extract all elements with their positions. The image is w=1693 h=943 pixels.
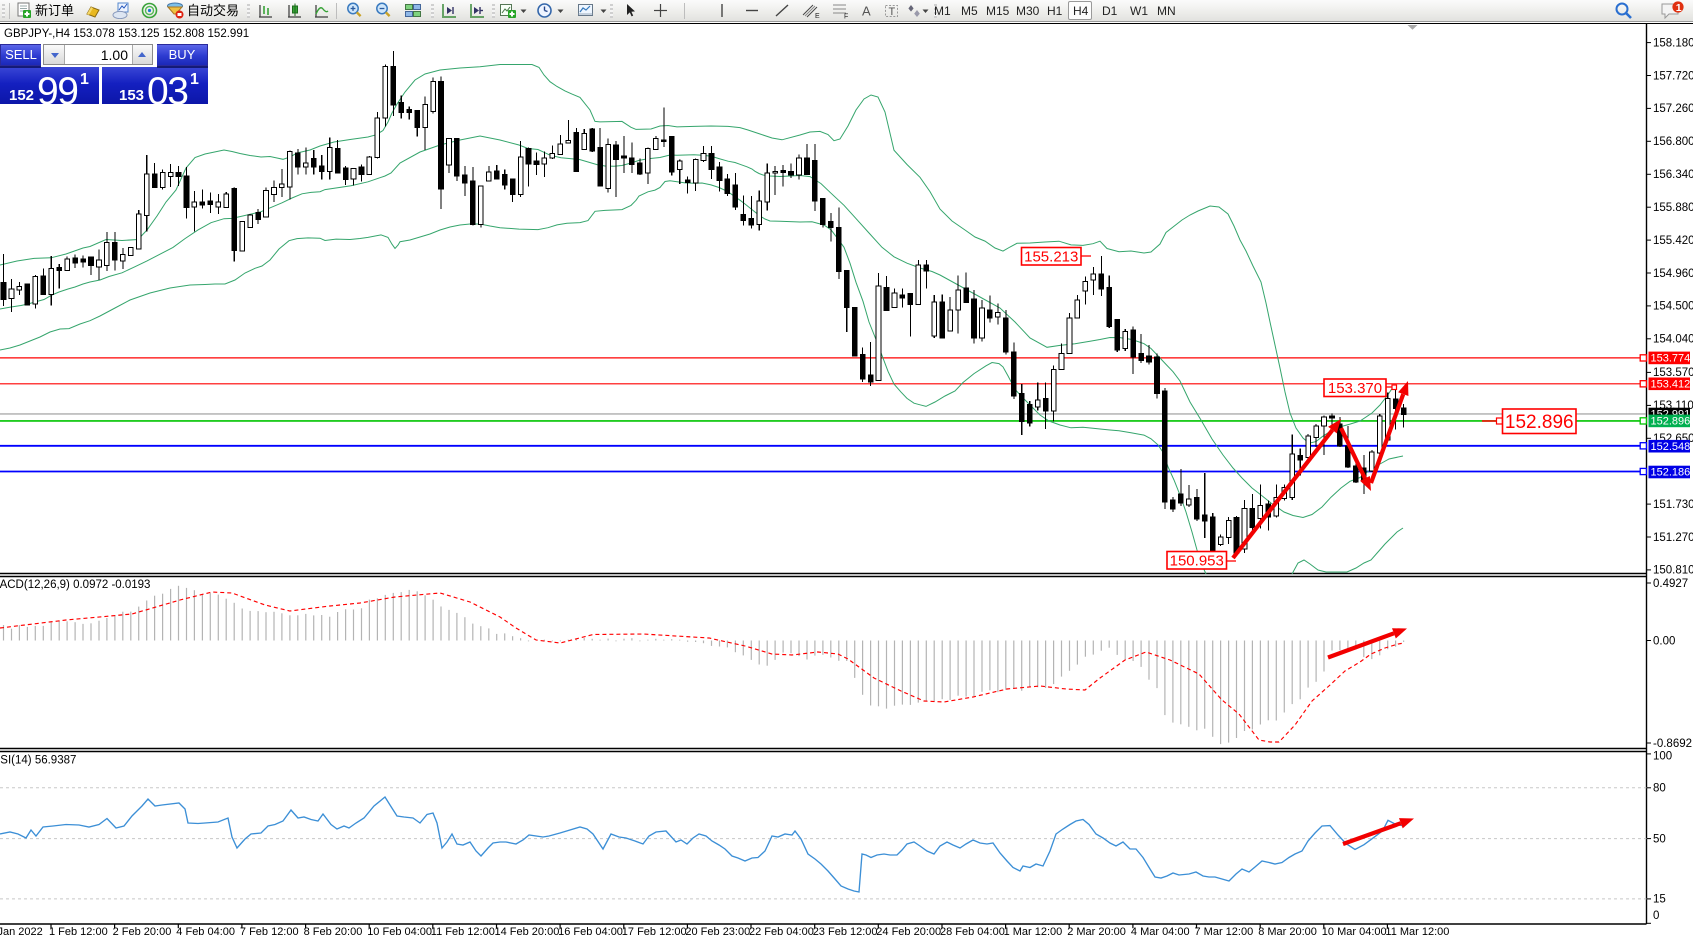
svg-text:157.260: 157.260	[1653, 103, 1693, 115]
svg-text:50: 50	[1653, 833, 1666, 845]
svg-text:155.213: 155.213	[1024, 249, 1078, 266]
svg-text:10 Mar 04:00: 10 Mar 04:00	[1322, 926, 1387, 938]
svg-text:7 Feb 12:00: 7 Feb 12:00	[240, 926, 299, 938]
svg-text:151.730: 151.730	[1653, 499, 1693, 511]
svg-text:11 Feb 12:00: 11 Feb 12:00	[431, 926, 495, 938]
svg-text:153.774: 153.774	[1651, 353, 1691, 365]
svg-text:100: 100	[1653, 751, 1672, 763]
svg-text:1: 1	[1676, 2, 1682, 14]
svg-text:GBPJPY-,H4 153.078 153.125 15: GBPJPY-,H4 153.078 153.125 152.808 152.9…	[4, 28, 249, 40]
svg-text:24 Feb 20:00: 24 Feb 20:00	[876, 926, 941, 938]
svg-text:MACD(12,26,9) 0.0972 -0.0193: MACD(12,26,9) 0.0972 -0.0193	[0, 579, 150, 591]
svg-text:0.00: 0.00	[1653, 635, 1675, 647]
svg-text:10 Feb 04:00: 10 Feb 04:00	[367, 926, 432, 938]
svg-text:153.370: 153.370	[1328, 380, 1382, 397]
svg-text:4 Feb 04:00: 4 Feb 04:00	[176, 926, 235, 938]
svg-text:154.040: 154.040	[1653, 334, 1693, 346]
svg-text:15: 15	[1653, 894, 1666, 906]
svg-text:152.548: 152.548	[1651, 441, 1691, 453]
svg-text:0.4927: 0.4927	[1653, 578, 1688, 590]
svg-text:153.412: 153.412	[1651, 379, 1691, 391]
svg-text:155.420: 155.420	[1653, 235, 1693, 247]
svg-text:F: F	[844, 14, 848, 20]
svg-text:158.180: 158.180	[1653, 37, 1693, 49]
svg-text:152.896: 152.896	[1651, 416, 1691, 428]
svg-text:1 Mar 12:00: 1 Mar 12:00	[1004, 926, 1063, 938]
svg-text:14 Feb 20:00: 14 Feb 20:00	[495, 926, 560, 938]
svg-text:156.340: 156.340	[1653, 169, 1693, 181]
svg-text:Jan 2022: Jan 2022	[0, 926, 43, 938]
svg-text:23 Feb 12:00: 23 Feb 12:00	[813, 926, 878, 938]
svg-text:20 Feb 23:00: 20 Feb 23:00	[685, 926, 750, 938]
svg-text:80: 80	[1653, 783, 1666, 795]
svg-text:-0.8692: -0.8692	[1653, 738, 1692, 750]
svg-text:11 Mar 12:00: 11 Mar 12:00	[1385, 926, 1449, 938]
svg-text:0: 0	[1653, 910, 1659, 922]
svg-text:8 Mar 20:00: 8 Mar 20:00	[1258, 926, 1317, 938]
svg-text:22 Feb 04:00: 22 Feb 04:00	[749, 926, 814, 938]
svg-text:152.896: 152.896	[1505, 412, 1574, 433]
svg-text:150.810: 150.810	[1653, 565, 1693, 577]
svg-text:2 Mar 20:00: 2 Mar 20:00	[1067, 926, 1126, 938]
svg-text:2 Feb 20:00: 2 Feb 20:00	[113, 926, 172, 938]
svg-text:155.880: 155.880	[1653, 202, 1693, 214]
svg-text:153.570: 153.570	[1653, 367, 1693, 379]
svg-text:8 Feb 20:00: 8 Feb 20:00	[304, 926, 363, 938]
svg-text:T: T	[889, 6, 896, 18]
svg-text:154.500: 154.500	[1653, 301, 1693, 313]
svg-text:28 Feb 04:00: 28 Feb 04:00	[940, 926, 1005, 938]
svg-text:E: E	[815, 13, 820, 19]
svg-text:RSI(14) 56.9387: RSI(14) 56.9387	[0, 755, 76, 767]
svg-text:157.720: 157.720	[1653, 70, 1693, 82]
svg-text:16 Feb 04:00: 16 Feb 04:00	[558, 926, 623, 938]
svg-text:1 Feb 12:00: 1 Feb 12:00	[49, 926, 108, 938]
svg-text:4 Mar 04:00: 4 Mar 04:00	[1131, 926, 1190, 938]
svg-text:150.953: 150.953	[1170, 553, 1224, 570]
svg-text:152.186: 152.186	[1651, 467, 1691, 479]
svg-text:151.270: 151.270	[1653, 532, 1693, 544]
svg-text:156.800: 156.800	[1653, 136, 1693, 148]
svg-text:154.960: 154.960	[1653, 268, 1693, 280]
svg-text:7 Mar 12:00: 7 Mar 12:00	[1195, 926, 1254, 938]
svg-text:17 Feb 12:00: 17 Feb 12:00	[622, 926, 687, 938]
svg-text:A: A	[862, 4, 871, 19]
